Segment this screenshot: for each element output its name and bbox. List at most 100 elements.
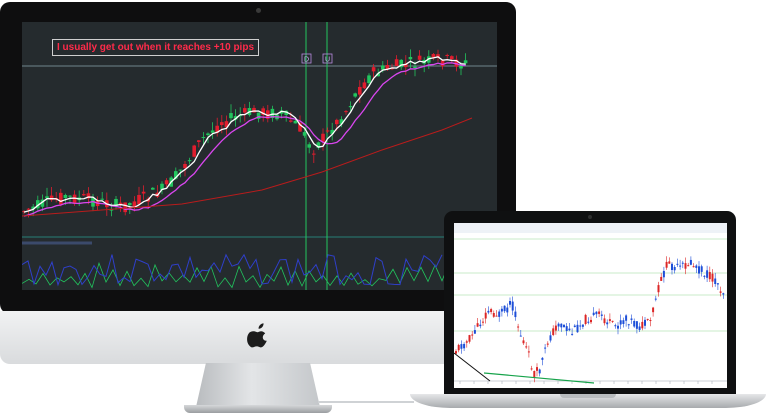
candle-body bbox=[316, 142, 321, 148]
candle-body bbox=[86, 193, 91, 199]
candle-body bbox=[385, 65, 390, 69]
candle-body bbox=[579, 325, 582, 327]
candle-body bbox=[625, 315, 628, 321]
candle-body bbox=[408, 56, 413, 60]
candle-body bbox=[471, 334, 474, 336]
candle-body bbox=[293, 120, 298, 124]
candle-body bbox=[552, 328, 555, 335]
laptop-notch bbox=[560, 394, 616, 398]
candle-body bbox=[622, 320, 625, 324]
candle-body bbox=[431, 54, 436, 58]
candle-body bbox=[606, 322, 609, 325]
candle-body bbox=[197, 140, 201, 142]
candle-body bbox=[665, 261, 668, 268]
candle-body bbox=[506, 307, 509, 313]
candle-body bbox=[571, 333, 574, 335]
chart-header-bar bbox=[454, 223, 727, 233]
candle-body bbox=[284, 110, 288, 115]
candle-body bbox=[608, 319, 611, 321]
candle-body bbox=[514, 311, 517, 318]
candle-body bbox=[590, 319, 592, 323]
candle-body bbox=[279, 110, 284, 114]
candle-body bbox=[495, 315, 498, 317]
candle-body bbox=[109, 209, 114, 211]
candle-body bbox=[325, 130, 330, 132]
candle-body bbox=[68, 195, 72, 197]
candle-body bbox=[657, 285, 660, 293]
candle-body bbox=[660, 276, 663, 281]
candle-body bbox=[708, 272, 711, 280]
candle-body bbox=[687, 265, 690, 267]
candle-body bbox=[362, 82, 367, 89]
candle-body bbox=[673, 266, 676, 271]
candle-body bbox=[220, 122, 224, 126]
candle-body bbox=[100, 198, 104, 200]
candle-body bbox=[641, 321, 644, 329]
candle-body bbox=[243, 108, 247, 113]
candle-body bbox=[654, 298, 657, 300]
candle-body bbox=[174, 171, 178, 179]
candle-body bbox=[353, 93, 357, 97]
candle-body bbox=[560, 323, 563, 328]
candle-body bbox=[611, 320, 614, 322]
apple-logo-icon bbox=[247, 323, 267, 348]
candle-body bbox=[587, 321, 590, 323]
candle-body bbox=[183, 163, 187, 169]
candle-body bbox=[460, 344, 463, 349]
candle-body bbox=[668, 261, 671, 264]
candle-body bbox=[719, 291, 722, 293]
candle-body bbox=[132, 201, 137, 208]
candle-body bbox=[128, 203, 132, 206]
candle-body bbox=[394, 59, 399, 67]
candle-body bbox=[676, 263, 679, 265]
candle-body bbox=[390, 68, 394, 70]
candle-body bbox=[595, 311, 598, 315]
candle-body bbox=[603, 318, 606, 324]
candle-body bbox=[137, 194, 141, 205]
candle-body bbox=[63, 194, 68, 198]
candle-body bbox=[59, 192, 63, 205]
candle-body bbox=[344, 111, 348, 113]
fast-moving-average bbox=[23, 56, 466, 213]
candle-body bbox=[82, 194, 86, 196]
candle-body bbox=[563, 324, 565, 328]
candle-body bbox=[233, 115, 238, 120]
candle-body bbox=[498, 311, 501, 317]
candle-body bbox=[617, 325, 619, 329]
candle-body bbox=[367, 75, 371, 84]
imac-stand bbox=[196, 363, 320, 407]
chart-background bbox=[454, 223, 727, 388]
candle-body bbox=[123, 202, 127, 213]
candle-body bbox=[459, 65, 463, 69]
candle-body bbox=[358, 86, 362, 95]
laptop-screen bbox=[454, 223, 727, 388]
trendline-black bbox=[454, 352, 491, 382]
candle-body bbox=[573, 325, 576, 327]
candle-body bbox=[302, 132, 307, 136]
oscillator-line bbox=[22, 253, 443, 287]
candle-body bbox=[711, 273, 714, 282]
candle-body bbox=[698, 266, 700, 274]
candle-body bbox=[256, 112, 261, 119]
cable bbox=[318, 401, 414, 403]
candle-body bbox=[321, 133, 325, 142]
candle-body bbox=[440, 60, 445, 67]
candle-body bbox=[45, 196, 49, 199]
signal-marker-label: U bbox=[325, 57, 330, 64]
candle-body bbox=[31, 206, 35, 210]
candle-body bbox=[201, 137, 206, 139]
candle-body bbox=[671, 263, 673, 270]
candle-body bbox=[565, 326, 568, 331]
candle-body bbox=[339, 119, 344, 125]
candle-body bbox=[525, 346, 528, 348]
candle-body bbox=[298, 123, 302, 132]
trend-moving-average bbox=[22, 117, 473, 217]
candle-body bbox=[522, 340, 525, 344]
candle-body bbox=[695, 265, 698, 268]
candle-body bbox=[215, 125, 219, 133]
candle-body bbox=[463, 343, 466, 349]
chart-annotation: I usually get out when it reaches +10 pi… bbox=[52, 39, 260, 56]
slow-moving-average bbox=[23, 62, 466, 217]
candle-body bbox=[307, 144, 311, 148]
candle-body bbox=[238, 115, 242, 117]
